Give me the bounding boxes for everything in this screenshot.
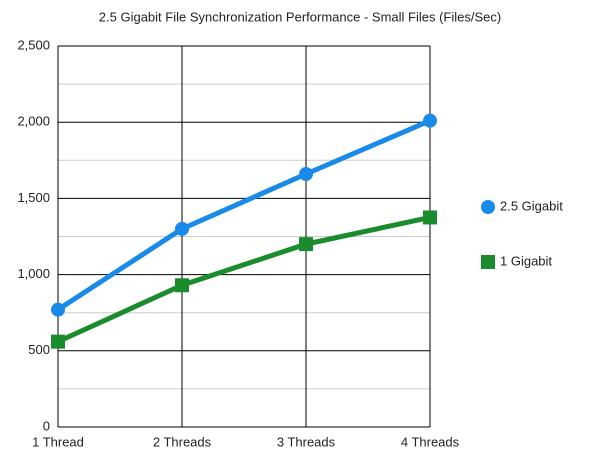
data-point: [423, 113, 437, 128]
x-tick-label: 3 Threads: [277, 434, 336, 449]
y-tick-label: 2,500: [17, 37, 50, 52]
legend-label: 2.5 Gigabit: [500, 198, 563, 213]
data-point: [51, 334, 65, 349]
data-point: [51, 302, 65, 317]
data-point: [175, 221, 189, 236]
y-tick-label: 0: [43, 418, 50, 433]
x-tick-label: 4 Threads: [401, 434, 460, 449]
y-tick-label: 1,500: [17, 190, 50, 205]
legend-marker: [481, 200, 495, 214]
series-line: [56, 215, 431, 344]
x-tick-label: 2 Threads: [153, 434, 212, 449]
x-tick-label: 1 Thread: [32, 434, 84, 449]
y-tick-label: 2,000: [17, 114, 50, 129]
y-tick-label: 500: [28, 342, 50, 357]
data-point: [423, 210, 437, 225]
data-point: [299, 167, 313, 182]
legend-marker: [481, 255, 495, 269]
data-point: [175, 278, 189, 293]
y-tick-label: 1,000: [17, 266, 50, 281]
data-point: [299, 237, 313, 252]
legend-label: 1 Gigabit: [500, 253, 552, 268]
series-line: [56, 118, 431, 312]
chart-title: 2.5 Gigabit File Synchronization Perform…: [99, 9, 501, 24]
